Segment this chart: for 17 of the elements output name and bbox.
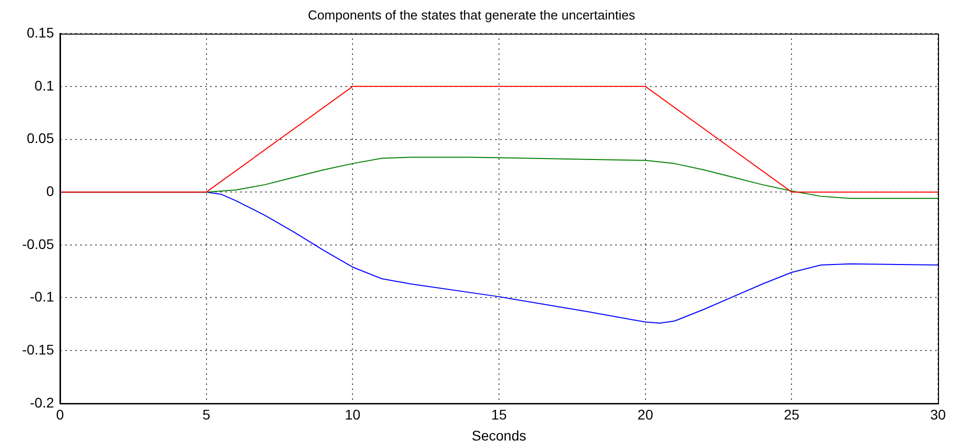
y-tick-label: -0.2 xyxy=(30,394,54,410)
y-tick-label: -0.05 xyxy=(22,236,54,252)
y-tick-label: 0 xyxy=(46,182,54,199)
x-tick-label: 30 xyxy=(930,406,946,423)
y-tick-label: 0.05 xyxy=(26,130,54,146)
x-tick-label: 15 xyxy=(491,406,507,423)
x-tick-label: 20 xyxy=(638,406,654,423)
y-tick-label: -0.1 xyxy=(30,288,54,305)
x-tick-label: 0 xyxy=(56,406,64,423)
y-tick-label: 0.15 xyxy=(26,24,54,40)
chart-title: Components of the states that generate the uncertainties xyxy=(308,7,636,22)
y-tick-label: 0.1 xyxy=(34,77,54,94)
y-tick-label: -0.15 xyxy=(22,341,54,358)
x-axis-title: Seconds xyxy=(472,427,526,444)
x-tick-label: 10 xyxy=(344,406,361,423)
x-tick-label: 25 xyxy=(784,406,800,423)
x-tick-label: 5 xyxy=(202,406,210,423)
